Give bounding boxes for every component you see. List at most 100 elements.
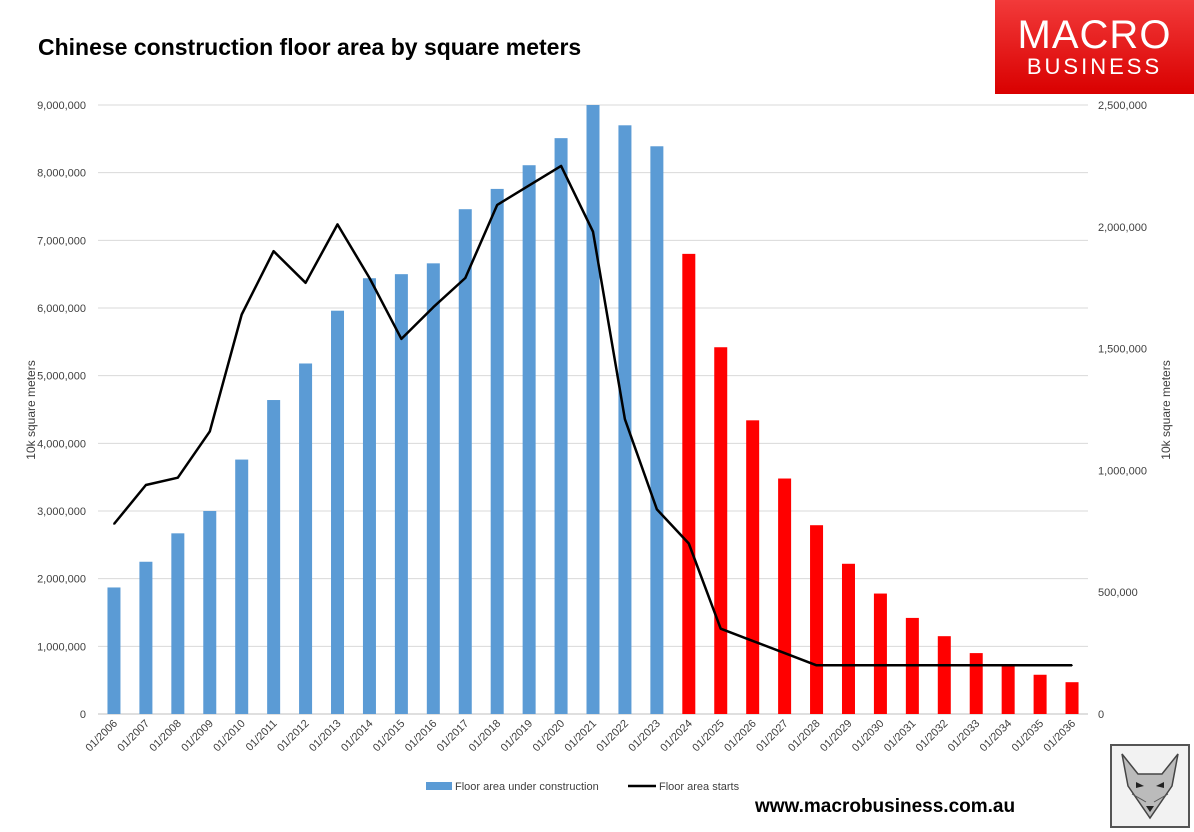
y2-tick-label: 500,000 — [1098, 587, 1138, 599]
x-tick-label: 01/2014 — [339, 718, 376, 755]
bar — [490, 188, 504, 714]
legend-label-bars: Floor area under construction — [455, 781, 599, 793]
x-tick-label: 01/2030 — [850, 718, 887, 755]
x-tick-label: 01/2027 — [754, 718, 791, 755]
x-tick-label: 01/2015 — [371, 718, 408, 755]
line-point — [464, 277, 467, 279]
line-point — [719, 627, 722, 630]
bar — [650, 146, 664, 714]
x-tick-label: 01/2025 — [690, 718, 727, 755]
bar — [139, 561, 153, 714]
bar — [107, 587, 121, 714]
y-tick-label: 0 — [80, 709, 86, 721]
line-point — [400, 338, 403, 340]
line-point — [368, 277, 371, 279]
x-tick-label: 01/2022 — [594, 718, 631, 755]
line-point — [496, 204, 498, 206]
bar — [394, 274, 408, 714]
x-tick-label: 01/2021 — [563, 718, 600, 755]
line-point — [975, 664, 978, 667]
bar — [362, 278, 376, 714]
x-tick-label: 01/2036 — [1042, 718, 1079, 755]
y2-tick-label: 1,000,000 — [1098, 465, 1147, 477]
x-tick-label: 01/2013 — [307, 718, 344, 755]
bar — [937, 636, 951, 714]
line-point — [528, 184, 530, 187]
line-point — [432, 306, 435, 308]
bar — [554, 138, 568, 714]
x-tick-label: 01/2026 — [722, 718, 759, 755]
y2-tick-label: 2,000,000 — [1098, 222, 1147, 234]
line-point — [304, 282, 307, 284]
x-tick-label: 01/2009 — [179, 718, 216, 755]
y-tick-label: 6,000,000 — [37, 303, 86, 315]
bar — [267, 400, 281, 714]
macro-business-logo: MACRO BUSINESS — [995, 0, 1194, 94]
bar — [746, 420, 760, 714]
chart-title: Chinese construction floor area by squar… — [38, 34, 581, 60]
bar — [426, 263, 440, 714]
line-point — [815, 664, 818, 667]
x-tick-label: 01/2033 — [946, 718, 983, 755]
bar — [235, 459, 249, 714]
x-tick-label: 01/2008 — [147, 718, 184, 755]
logo-line1: MACRO — [1017, 13, 1172, 57]
line-point — [688, 542, 690, 545]
bar — [203, 511, 217, 714]
x-tick-label: 01/2012 — [275, 718, 312, 755]
bar — [171, 533, 185, 714]
line-point — [1071, 664, 1073, 667]
line-point — [1007, 664, 1009, 667]
bar — [1001, 665, 1015, 714]
bar — [810, 525, 824, 714]
y-tick-label: 3,000,000 — [37, 506, 86, 518]
y-tick-label: 4,000,000 — [37, 438, 86, 450]
right-axis-ticks: 0 500,000 1,000,000 1,500,000 2,000,000 2,500… — [1098, 100, 1147, 721]
y-tick-label: 7,000,000 — [37, 235, 86, 247]
line-point — [177, 476, 179, 479]
bar — [586, 105, 600, 714]
x-tick-label: 01/2018 — [467, 718, 504, 755]
y-tick-label: 2,000,000 — [37, 574, 86, 586]
line-point — [145, 484, 147, 486]
line-point — [943, 664, 946, 667]
bar — [969, 653, 983, 714]
x-tick-label: 01/2028 — [786, 718, 823, 755]
x-tick-label: 01/2031 — [882, 718, 919, 755]
y2-tick-label: 0 — [1098, 709, 1104, 721]
x-axis-ticks: 01/200601/200701/200801/200901/201001/20… — [83, 718, 1078, 755]
line-point — [624, 418, 626, 421]
bar — [873, 593, 887, 714]
bar — [458, 209, 472, 714]
left-axis-ticks: 0 1,000,000 2,000,000 3,000,000 4,000,000 5,0… — [37, 100, 86, 721]
x-tick-label: 01/2007 — [115, 718, 152, 755]
line-point — [656, 508, 658, 511]
legend-swatch-bars — [426, 782, 452, 790]
bar — [1033, 674, 1047, 714]
bar — [1065, 682, 1079, 714]
y-tick-label: 9,000,000 — [37, 100, 86, 112]
x-tick-label: 01/2017 — [435, 718, 472, 755]
x-tick-label: 01/2035 — [1010, 718, 1047, 755]
x-tick-label: 01/2019 — [499, 718, 536, 755]
line-point — [560, 165, 562, 167]
x-tick-label: 01/2024 — [658, 718, 695, 755]
line-point — [208, 430, 211, 433]
line-point — [113, 523, 115, 525]
line-point — [336, 223, 339, 226]
x-tick-label: 01/2023 — [626, 718, 663, 755]
line-point — [879, 664, 882, 667]
x-tick-label: 01/2034 — [978, 718, 1015, 755]
bar — [714, 347, 728, 714]
x-tick-label: 01/2006 — [83, 718, 120, 755]
x-tick-label: 01/2029 — [818, 718, 855, 755]
y-tick-label: 5,000,000 — [37, 371, 86, 383]
y-tick-label: 1,000,000 — [37, 641, 86, 653]
y2-tick-label: 1,500,000 — [1098, 344, 1147, 356]
x-tick-label: 01/2016 — [403, 718, 440, 755]
bar — [841, 563, 855, 714]
line-point — [847, 664, 850, 667]
x-tick-label: 01/2032 — [914, 718, 951, 755]
y-tick-label: 8,000,000 — [37, 168, 86, 180]
